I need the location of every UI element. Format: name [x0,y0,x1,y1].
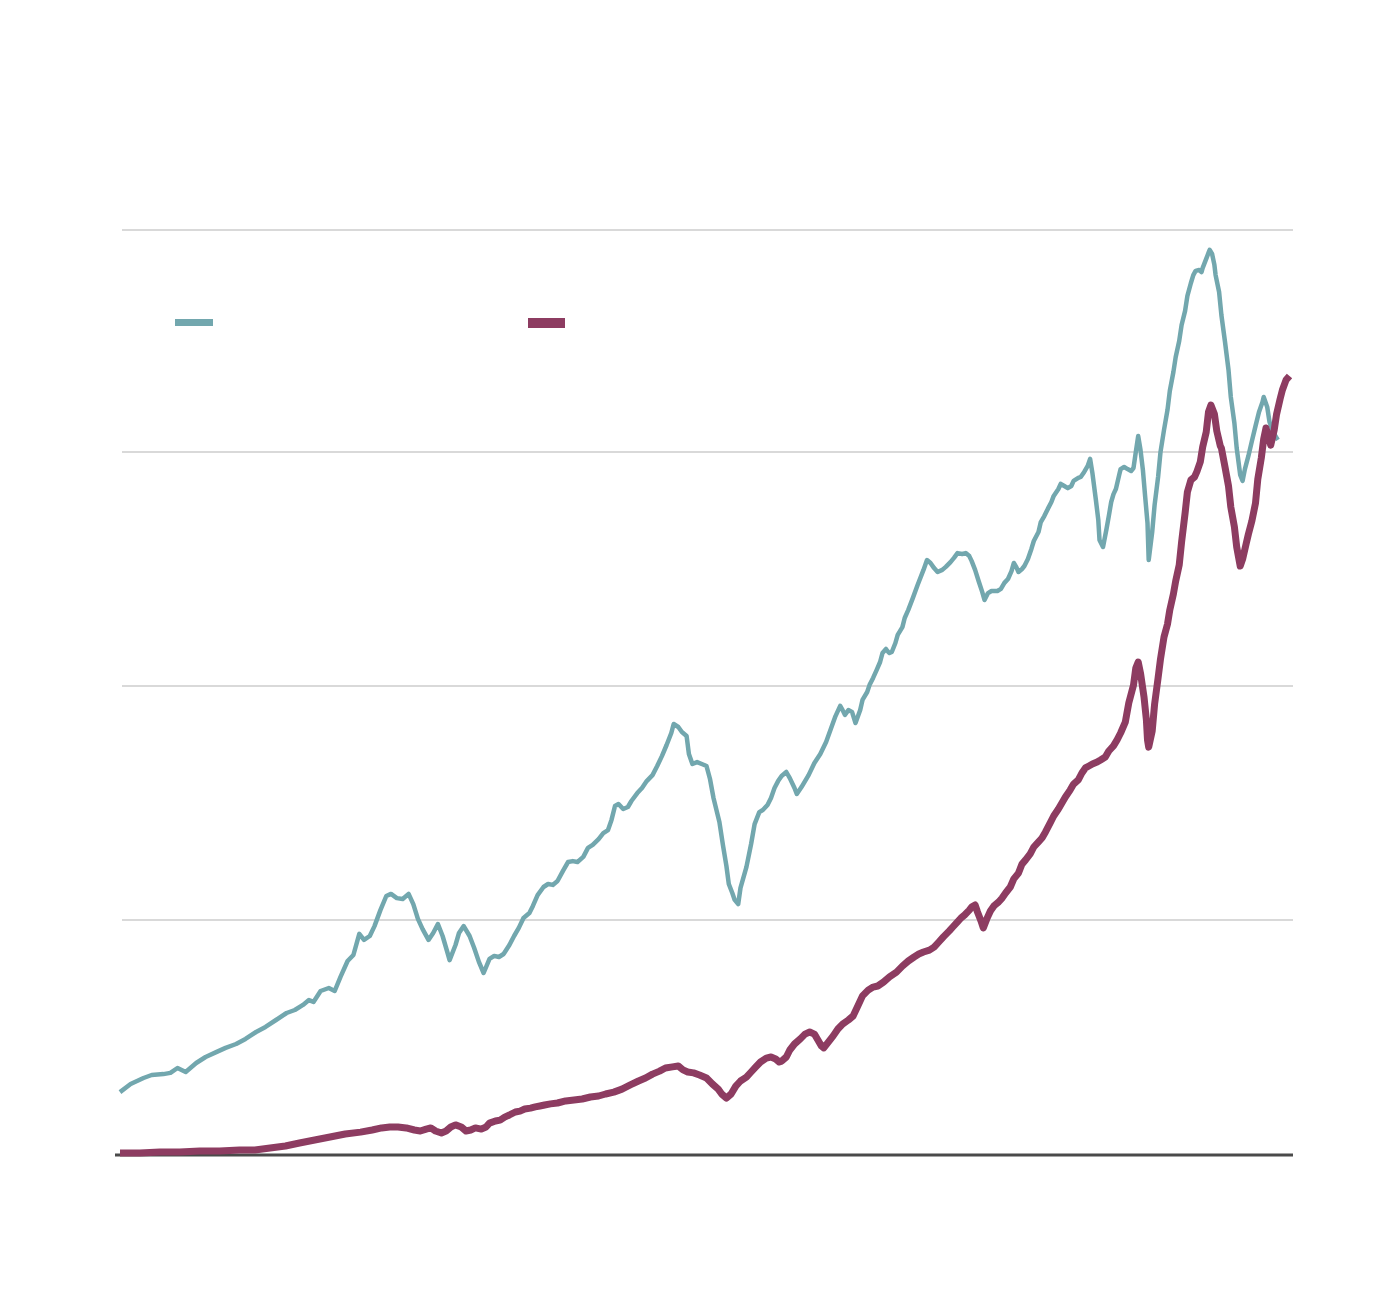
series-lines [120,250,1290,1153]
legend [175,318,565,328]
legend-swatch-series-2 [528,318,565,328]
chart-canvas [0,0,1400,1306]
line-chart [0,0,1400,1306]
legend-swatch-series-1 [175,319,213,326]
gridlines [122,230,1293,920]
series-1-line [120,250,1278,1092]
